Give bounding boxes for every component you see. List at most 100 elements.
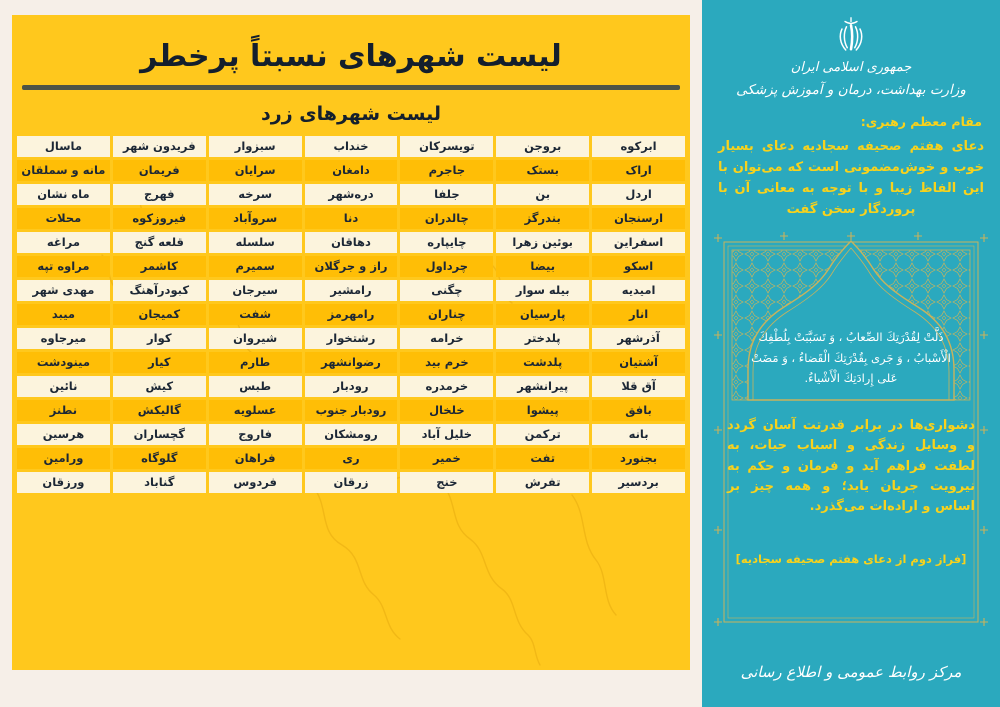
- city-cell: قلعه گنج: [112, 232, 206, 253]
- city-cell: چگنی: [400, 280, 494, 301]
- city-cell: تفت: [496, 448, 590, 469]
- city-cell: دهاقان: [304, 232, 398, 253]
- city-cell: خرمدره: [400, 376, 494, 397]
- city-cell: خلخال: [400, 400, 494, 421]
- city-cell: گچساران: [112, 424, 206, 445]
- iran-emblem-icon: [702, 14, 1000, 58]
- city-cell: گالیکش: [112, 400, 206, 421]
- city-cell: فریدون شهر: [112, 136, 206, 157]
- city-cell: ورامین: [17, 448, 110, 469]
- table-row: بردسیر تفرش خنج زرقان فردوس گناباد ورزقان: [17, 472, 685, 493]
- city-cell: زرقان: [304, 472, 398, 493]
- quote-attribution: مقام معظم رهبری:: [860, 114, 982, 129]
- leader-quote: دعای هفتم صحیفه سجادیه دعای بسیار خوب و …: [718, 139, 984, 218]
- city-cell: سرخه: [208, 184, 302, 205]
- title-divider: [22, 85, 680, 90]
- city-cell: خنداب: [304, 136, 398, 157]
- ministry-panel: جمهوری اسلامی ایران وزارت بهداشت، درمان …: [702, 0, 1000, 707]
- city-cell: چالدران: [400, 208, 494, 229]
- city-cell: طارم: [208, 352, 302, 373]
- city-cell: تفرش: [496, 472, 590, 493]
- table-row: آذرشهر پلدختر خرامه رشتخوار شیروان کوار میرجاو…: [17, 328, 685, 349]
- city-cell: کیار: [112, 352, 206, 373]
- table-row: امیدیه بیله سوار چگنی رامشیر سیرجان کبودرآهنگ…: [17, 280, 685, 301]
- city-cell: اسکو: [592, 256, 685, 277]
- yellow-cities-panel: لیست شهرهای نسبتاً پرخطر لیست شهرهای زرد…: [12, 15, 690, 670]
- city-cell: بانه: [592, 424, 685, 445]
- city-cell: چایپاره: [400, 232, 494, 253]
- city-cell: شیروان: [208, 328, 302, 349]
- prayer-citation: [فراز دوم از دعای هفتم صحیفه سجادیه]: [735, 552, 967, 566]
- yellow-list-subtitle: لیست شهرهای زرد: [261, 103, 441, 125]
- table-row: ارسنجان بندرگز چالدران دنا سروآباد فیروزکوه مح…: [17, 208, 685, 229]
- city-cell: چرداول: [400, 256, 494, 277]
- ministry-name: وزارت بهداشت، درمان و آموزش پزشکی: [736, 82, 966, 98]
- city-cell: دامغان: [304, 160, 398, 181]
- table-row: بجنورد تفت خمیر ری فراهان گلوگاه ورامین: [17, 448, 685, 469]
- city-cell: آذرشهر: [592, 328, 685, 349]
- table-row: بانه ترکمن خلیل آباد رومشکان فاروج گچساران هرس…: [17, 424, 685, 445]
- city-cell: پیشوا: [496, 400, 590, 421]
- city-cell: محلات: [17, 208, 110, 229]
- city-cell: مهدی شهر: [17, 280, 110, 301]
- prayer-frame: ذَلَّتْ لِقُدْرَتِكَ الصِّعابُ ، وَ تَسَ…: [712, 230, 990, 630]
- city-cell: پیرانشهر: [496, 376, 590, 397]
- city-cell: سلسله: [208, 232, 302, 253]
- city-cell: آشتیان: [592, 352, 685, 373]
- city-cell: خرم بید: [400, 352, 494, 373]
- city-cell: بیضا: [496, 256, 590, 277]
- city-cell: فراهان: [208, 448, 302, 469]
- city-cell: خرامه: [400, 328, 494, 349]
- city-cell: راز و جرگلان: [304, 256, 398, 277]
- city-table: ابرکوه بروجن تویسرکان خنداب سبزوار فریدون شهر…: [17, 136, 685, 493]
- city-cell: طبس: [208, 376, 302, 397]
- city-cell: بردسیر: [592, 472, 685, 493]
- table-row: آشتیان پلدشت خرم بید رضوانشهر طارم کیار مینودش…: [17, 352, 685, 373]
- table-row: بافق پیشوا خلخال رودبار جنوب عسلویه گالیکش نطن…: [17, 400, 685, 421]
- city-cell: سیرجان: [208, 280, 302, 301]
- city-cell: فریمان: [112, 160, 206, 181]
- city-cell: رودبار: [304, 376, 398, 397]
- city-cell: پارسیان: [496, 304, 590, 325]
- city-cell: دنا: [304, 208, 398, 229]
- city-cell: میرجاوه: [17, 328, 110, 349]
- city-cell: سرایان: [208, 160, 302, 181]
- city-cell: نطنز: [17, 400, 110, 421]
- city-cell: اردل: [592, 184, 685, 205]
- city-cell: ری: [304, 448, 398, 469]
- table-row: ابرکوه بروجن تویسرکان خنداب سبزوار فریدون شهر…: [17, 136, 685, 157]
- city-cell: ارسنجان: [592, 208, 685, 229]
- city-cell: بستک: [496, 160, 590, 181]
- city-cell: اسفراین: [592, 232, 685, 253]
- city-cell: انار: [592, 304, 685, 325]
- government-name: جمهوری اسلامی ایران: [790, 60, 912, 75]
- city-cell: فردوس: [208, 472, 302, 493]
- city-cell: مراوه تپه: [17, 256, 110, 277]
- table-row: اراک بستک جاجرم دامغان سرایان فریمان مانه و سم…: [17, 160, 685, 181]
- city-cell: چناران: [400, 304, 494, 325]
- city-cell: جلفا: [400, 184, 494, 205]
- city-cell: کوار: [112, 328, 206, 349]
- city-cell: کمیجان: [112, 304, 206, 325]
- city-cell: رشتخوار: [304, 328, 398, 349]
- city-cell: بافق: [592, 400, 685, 421]
- city-cell: عسلویه: [208, 400, 302, 421]
- city-cell: سروآباد: [208, 208, 302, 229]
- table-row: اسفراین بوئین زهرا چایپاره دهاقان سلسله قلعه …: [17, 232, 685, 253]
- city-cell: اراک: [592, 160, 685, 181]
- city-cell: رامهرمز: [304, 304, 398, 325]
- arabic-prayer-text: ذَلَّتْ لِقُدْرَتِكَ الصِّعابُ ، وَ تَسَ…: [751, 330, 951, 386]
- city-cell: مینودشت: [17, 352, 110, 373]
- city-cell: بروجن: [496, 136, 590, 157]
- city-cell: شفت: [208, 304, 302, 325]
- city-cell: هرسین: [17, 424, 110, 445]
- city-cell: ماه نشان: [17, 184, 110, 205]
- city-cell: نائین: [17, 376, 110, 397]
- table-row: انار پارسیان چناران رامهرمز شفت کمیجان میبد: [17, 304, 685, 325]
- city-cell: ابرکوه: [592, 136, 685, 157]
- city-cell: فاروج: [208, 424, 302, 445]
- table-row: آق قلا پیرانشهر خرمدره رودبار طبس کیش نائین: [17, 376, 685, 397]
- city-cell: گلوگاه: [112, 448, 206, 469]
- city-cell: رومشکان: [304, 424, 398, 445]
- city-cell: کیش: [112, 376, 206, 397]
